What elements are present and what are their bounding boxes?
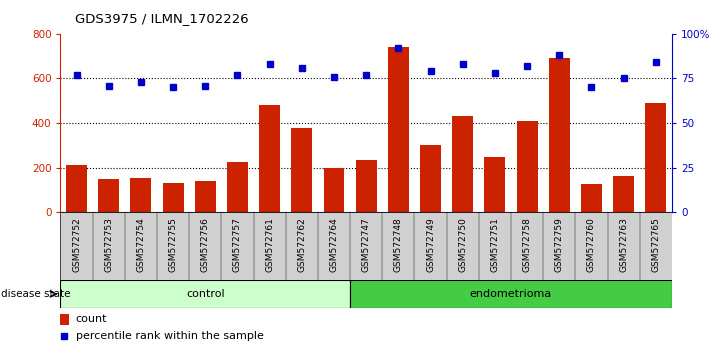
Text: GSM572755: GSM572755 (169, 217, 178, 272)
Bar (420, 145, 441, 212)
Text: endometrioma: endometrioma (470, 289, 552, 299)
Bar (350, 280, 672, 308)
Bar (646, 103, 666, 212)
Text: control: control (186, 289, 225, 299)
Bar (388, 47, 409, 212)
Text: GSM572761: GSM572761 (265, 217, 274, 272)
Text: GSM572754: GSM572754 (137, 217, 145, 272)
Bar (227, 162, 248, 212)
Bar (130, 178, 151, 212)
Bar (195, 181, 215, 212)
Bar (324, 167, 344, 212)
Bar (452, 116, 474, 212)
Text: GSM572765: GSM572765 (651, 217, 661, 272)
Bar (484, 157, 506, 212)
Bar (356, 160, 377, 212)
Text: GDS3975 / ILMN_1702226: GDS3975 / ILMN_1702226 (75, 12, 248, 25)
Bar (292, 128, 312, 212)
Bar (549, 58, 570, 212)
Text: GSM572756: GSM572756 (201, 217, 210, 272)
Text: GSM572758: GSM572758 (523, 217, 532, 272)
Bar (613, 176, 634, 212)
Text: GSM572764: GSM572764 (329, 217, 338, 272)
Bar (581, 183, 602, 212)
Bar (66, 165, 87, 212)
Text: GSM572750: GSM572750 (458, 217, 467, 272)
Text: GSM572760: GSM572760 (587, 217, 596, 272)
Text: GSM572752: GSM572752 (72, 217, 81, 272)
Text: GSM572753: GSM572753 (105, 217, 113, 272)
Text: count: count (76, 314, 107, 324)
Text: GSM572749: GSM572749 (426, 217, 435, 272)
Bar (60, 314, 68, 325)
Text: GSM572748: GSM572748 (394, 217, 403, 272)
Bar (60, 280, 350, 308)
Text: GSM572751: GSM572751 (491, 217, 499, 272)
Bar (163, 183, 183, 212)
Text: GSM572762: GSM572762 (297, 217, 306, 272)
Text: disease state: disease state (1, 289, 70, 299)
Bar (259, 105, 280, 212)
Text: GSM572763: GSM572763 (619, 217, 628, 272)
Bar (517, 121, 538, 212)
Text: percentile rank within the sample: percentile rank within the sample (76, 331, 264, 341)
Bar (98, 179, 119, 212)
Text: GSM572757: GSM572757 (233, 217, 242, 272)
Text: GSM572759: GSM572759 (555, 217, 564, 272)
Text: GSM572747: GSM572747 (362, 217, 370, 272)
